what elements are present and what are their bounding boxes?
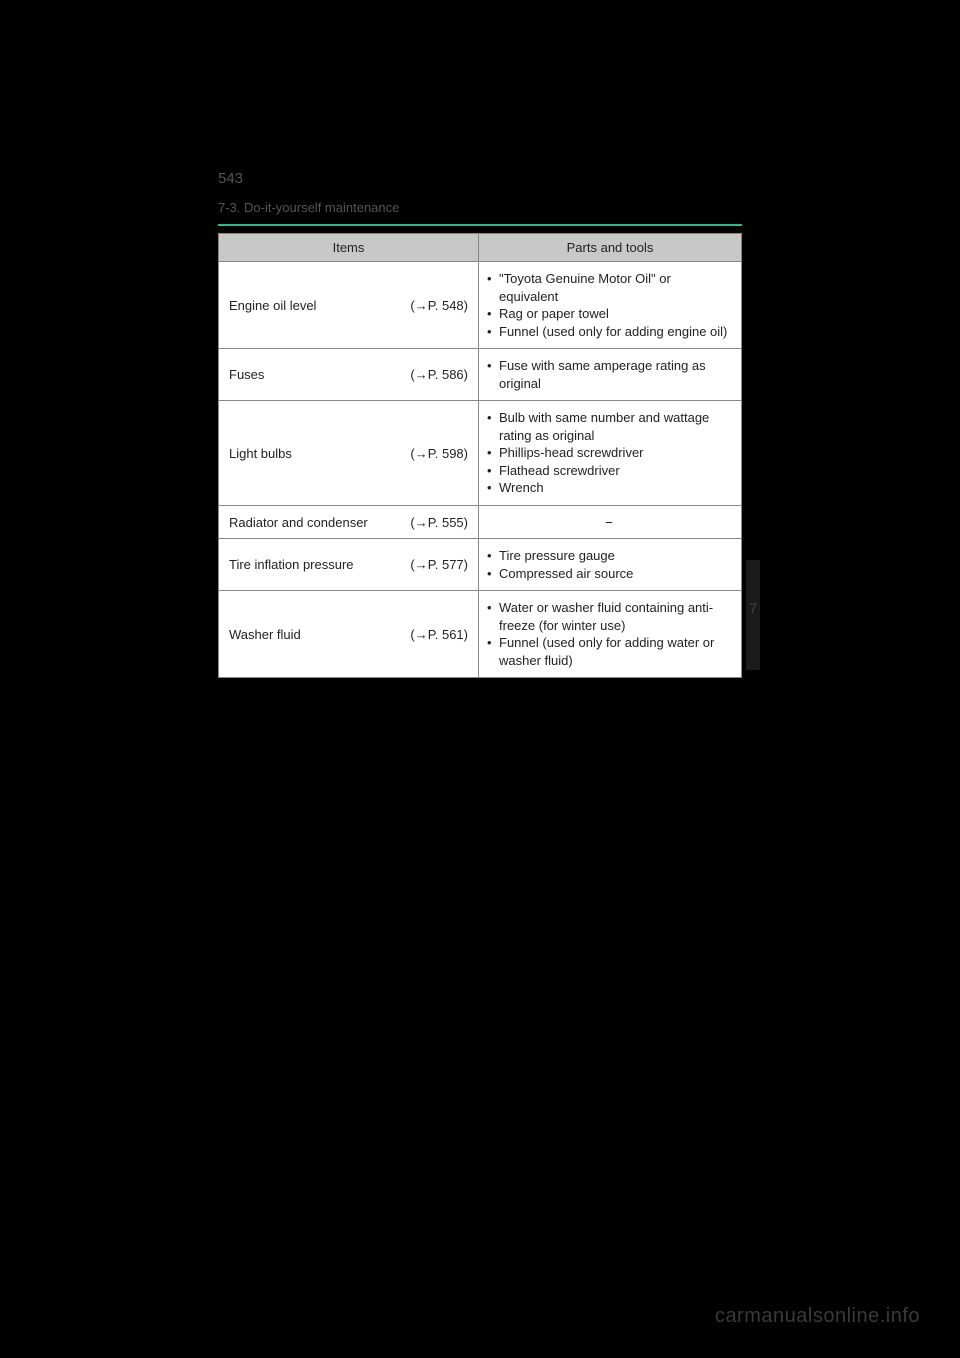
- tool-item: Funnel (used only for adding water or wa…: [487, 634, 731, 669]
- tool-item: "Toyota Genuine Motor Oil" or equivalent: [487, 270, 731, 305]
- item-cell: Engine oil level (→P. 548): [219, 262, 479, 349]
- tool-item: Bulb with same number and wattage rating…: [487, 409, 731, 444]
- col-header-items: Items: [219, 234, 479, 262]
- page-ref: (→P. 598): [410, 446, 468, 461]
- item-cell: Tire inflation pressure (→P. 577): [219, 539, 479, 591]
- table-header-row: Items Parts and tools: [219, 234, 742, 262]
- section-header: 7-3. Do-it-yourself maintenance: [218, 200, 742, 215]
- maintenance-table-wrap: Items Parts and tools Engine oil level (→…: [218, 233, 742, 678]
- item-name: Tire inflation pressure: [229, 557, 354, 572]
- maintenance-table: Items Parts and tools Engine oil level (→…: [218, 233, 742, 678]
- page-ref: (→P. 586): [410, 367, 468, 382]
- page-ref: (→P. 548): [410, 298, 468, 313]
- tool-item: Flathead screwdriver: [487, 462, 731, 480]
- item-name: Radiator and condenser: [229, 515, 368, 530]
- table-row: Engine oil level (→P. 548) "Toyota Genuine…: [219, 262, 742, 349]
- table-row: Radiator and condenser (→P. 555) ⎯: [219, 506, 742, 539]
- item-name: Light bulbs: [229, 446, 292, 461]
- page-ref: (→P. 577): [410, 557, 468, 572]
- item-cell: Radiator and condenser (→P. 555): [219, 506, 479, 539]
- item-cell: Fuses (→P. 586): [219, 349, 479, 401]
- tools-cell: Fuse with same amperage rating as origin…: [479, 349, 742, 401]
- tools-cell: Water or washer fluid containing anti-fr…: [479, 591, 742, 678]
- tool-item: Wrench: [487, 479, 731, 497]
- item-cell: Light bulbs (→P. 598): [219, 401, 479, 506]
- side-tab-number: 7: [749, 600, 757, 616]
- tool-item: Compressed air source: [487, 565, 731, 583]
- item-cell: Washer fluid (→P. 561): [219, 591, 479, 678]
- tools-cell: Tire pressure gaugeCompressed air source: [479, 539, 742, 591]
- item-name: Engine oil level: [229, 298, 316, 313]
- header-divider: [218, 224, 742, 226]
- table-row: Washer fluid (→P. 561) Water or washer flu…: [219, 591, 742, 678]
- item-name: Fuses: [229, 367, 264, 382]
- tool-item: Water or washer fluid containing anti-fr…: [487, 599, 731, 634]
- tools-cell: ⎯: [479, 506, 742, 539]
- page-ref: (→P. 561): [410, 627, 468, 642]
- page-ref: (→P. 555): [410, 515, 468, 530]
- tool-item: Funnel (used only for adding engine oil): [487, 323, 731, 341]
- table-row: Light bulbs (→P. 598) Bulb with same numbe…: [219, 401, 742, 506]
- tool-item: Rag or paper towel: [487, 305, 731, 323]
- tool-item: Phillips-head screwdriver: [487, 444, 731, 462]
- tool-item: Tire pressure gauge: [487, 547, 731, 565]
- tool-item: Fuse with same amperage rating as origin…: [487, 357, 731, 392]
- item-name: Washer fluid: [229, 627, 301, 642]
- page-number: 543: [218, 170, 243, 187]
- col-header-tools: Parts and tools: [479, 234, 742, 262]
- table-row: Fuses (→P. 586) Fuse with same amperage ra…: [219, 349, 742, 401]
- table-row: Tire inflation pressure (→P. 577) Tire pre…: [219, 539, 742, 591]
- tools-cell: "Toyota Genuine Motor Oil" or equivalent…: [479, 262, 742, 349]
- watermark: carmanualsonline.info: [715, 1305, 920, 1328]
- tools-cell: Bulb with same number and wattage rating…: [479, 401, 742, 506]
